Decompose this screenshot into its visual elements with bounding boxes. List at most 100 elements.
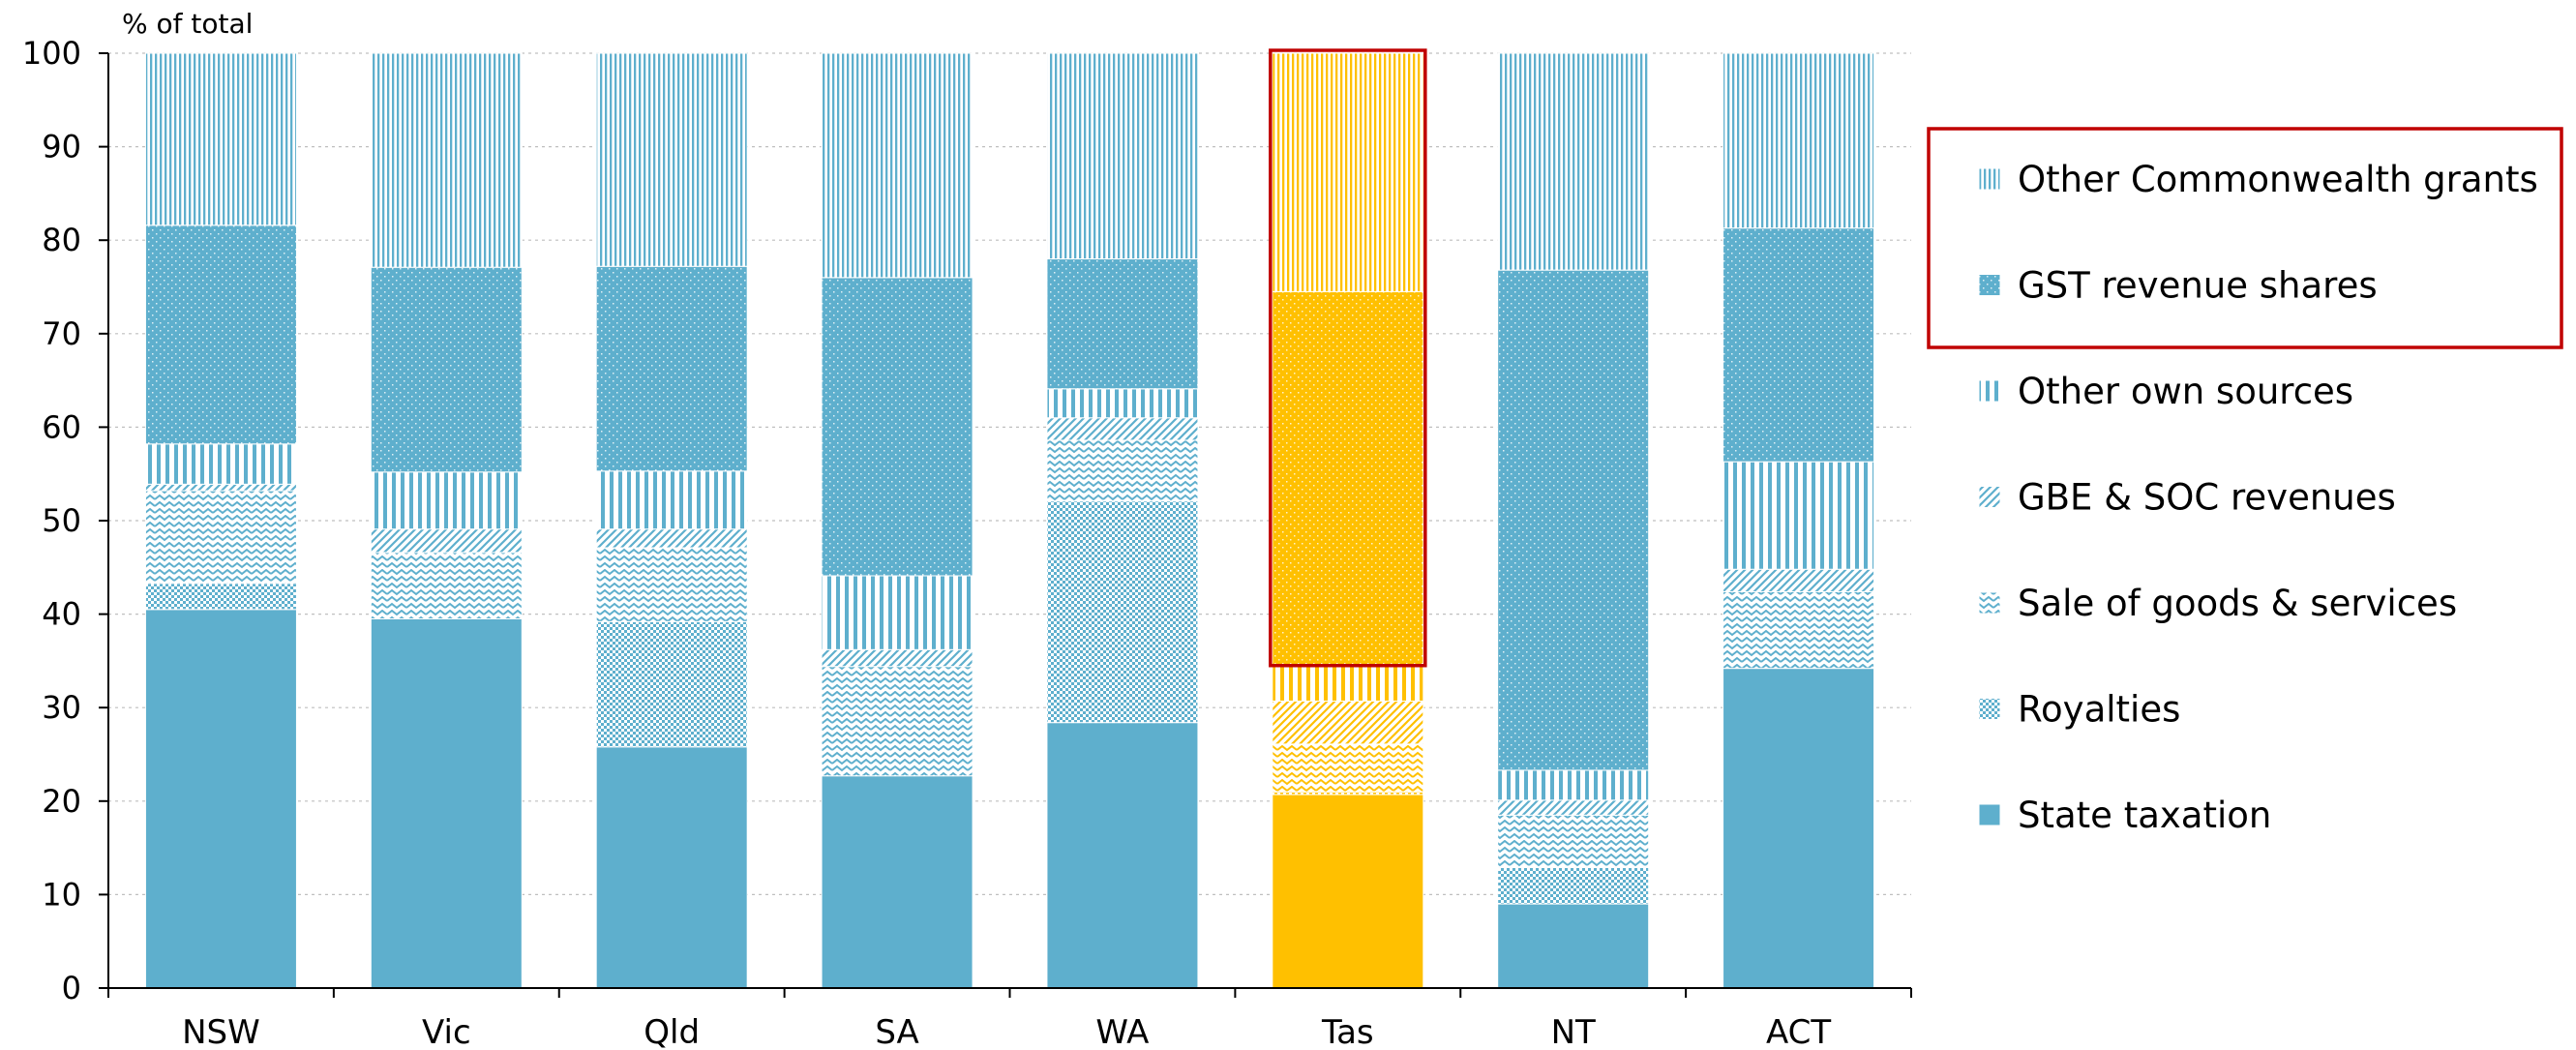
legend-item-gbe-and-soc-revenues: GBE & SOC revenues: [1978, 477, 2396, 519]
bar-wa-gst-revenue-shares: [1046, 258, 1199, 390]
y-tick-label-30: 30: [42, 689, 81, 726]
x-label-wa: WA: [1095, 1013, 1149, 1050]
x-label-qld: Qld: [644, 1013, 700, 1050]
bar-nt-gst-revenue-shares: [1497, 269, 1650, 771]
bar-vic-other-own-sources: [370, 471, 523, 530]
y-tick-label-100: 100: [22, 35, 81, 72]
bar-act-gbe-and-soc-revenues: [1722, 568, 1875, 592]
bar-stack-vic: [370, 52, 523, 989]
bar-nsw-gst-revenue-shares: [144, 225, 297, 445]
bar-wa-gbe-and-soc-revenues: [1046, 417, 1199, 441]
bar-act-state-taxation: [1722, 668, 1875, 989]
bar-qld-gbe-and-soc-revenues: [595, 528, 748, 549]
x-label-nsw: NSW: [182, 1013, 260, 1050]
bar-nt-other-commonwealth-grants: [1497, 52, 1650, 271]
bar-nt-gbe-and-soc-revenues: [1497, 799, 1650, 816]
x-label-vic: Vic: [422, 1013, 471, 1050]
bar-act-gst-revenue-shares: [1722, 227, 1875, 463]
bar-sa-state-taxation: [821, 775, 973, 989]
bar-tas-gst-revenue-shares: [1272, 290, 1424, 667]
y-tick-label-0: 0: [62, 970, 81, 1006]
bar-wa-royalties: [1046, 500, 1199, 724]
legend-swatch-state-taxation: [1978, 803, 2001, 826]
bar-stack-act: [1722, 52, 1875, 989]
x-label-nt: NT: [1551, 1013, 1596, 1050]
bar-wa-other-commonwealth-grants: [1046, 52, 1199, 260]
bar-nsw-sale-of-goods-and-services: [144, 490, 297, 585]
bar-stack-nsw: [144, 52, 297, 989]
y-tick-label-90: 90: [42, 129, 81, 165]
legend-label-royalties: Royalties: [2018, 689, 2180, 731]
x-label-act: ACT: [1766, 1013, 1831, 1050]
legend-item-gst-revenue-shares: GST revenue shares: [1978, 265, 2378, 307]
bar-vic-gbe-and-soc-revenues: [370, 528, 523, 554]
bar-nsw-other-own-sources: [144, 443, 297, 485]
axes: 0 10 20 30 40 50 60 70 80 90 100 NSW Vic Qld SA WA Tas NT…: [22, 35, 1912, 1050]
bar-vic-sale-of-goods-and-services: [370, 552, 523, 619]
legend-swatch-gbe-and-soc-revenues: [1978, 486, 2001, 508]
bar-qld-other-commonwealth-grants: [595, 52, 748, 267]
legend-label-gbe-and-soc-revenues: GBE & SOC revenues: [2018, 477, 2396, 519]
bar-nsw-gbe-and-soc-revenues: [144, 483, 297, 492]
bar-vic-other-commonwealth-grants: [370, 52, 523, 268]
legend-label-other-own-sources: Other own sources: [2018, 371, 2353, 412]
legend-swatch-sale-of-goods-and-services: [1978, 591, 2001, 615]
bar-tas-gbe-and-soc-revenues: [1272, 700, 1424, 745]
legend-item-other-commonwealth-grants: Other Commonwealth grants: [1978, 159, 2538, 200]
bar-nsw-other-commonwealth-grants: [144, 52, 297, 226]
bar-nt-other-own-sources: [1497, 769, 1650, 801]
bar-wa-state-taxation: [1046, 722, 1199, 989]
legend-item-state-taxation: State taxation: [1978, 795, 2271, 836]
bar-tas-other-commonwealth-grants: [1272, 52, 1424, 292]
legend-swatch-gst-revenue-shares: [1978, 274, 2001, 296]
legend-label-state-taxation: State taxation: [2018, 795, 2271, 836]
y-tick-label-80: 80: [42, 222, 81, 258]
highlight-box-tas: [1269, 48, 1427, 668]
bar-wa-other-own-sources: [1046, 388, 1199, 419]
bar-sa-gbe-and-soc-revenues: [821, 648, 973, 668]
legend-label-sale-of-goods-and-services: Sale of goods & services: [2018, 583, 2457, 624]
bar-stack-qld: [595, 52, 748, 989]
y-tick-label-40: 40: [42, 596, 81, 633]
bar-qld-other-own-sources: [595, 470, 748, 530]
bar-tas-sale-of-goods-and-services: [1272, 743, 1424, 793]
bar-qld-gst-revenue-shares: [595, 265, 748, 472]
bar-sa-sale-of-goods-and-services: [821, 666, 973, 777]
bar-qld-state-taxation: [595, 746, 748, 989]
bar-act-other-own-sources: [1722, 461, 1875, 570]
bar-nsw-state-taxation: [144, 609, 297, 989]
y-tick-label-10: 10: [42, 876, 81, 913]
legend: Other Commonwealth grants GST revenue sha…: [1978, 159, 2538, 836]
x-label-sa: SA: [875, 1013, 918, 1050]
bar-qld-royalties: [595, 620, 748, 748]
bar-sa-gst-revenue-shares: [821, 277, 973, 577]
bar-wa-sale-of-goods-and-services: [1046, 439, 1199, 502]
legend-item-sale-of-goods-and-services: Sale of goods & services: [1978, 583, 2457, 624]
x-label-tas: Tas: [1321, 1013, 1374, 1050]
bar-sa-other-own-sources: [821, 575, 973, 650]
bar-vic-state-taxation: [370, 617, 523, 989]
legend-swatch-other-own-sources: [1978, 379, 2001, 403]
bar-stack-wa: [1046, 52, 1199, 989]
legend-item-royalties: Royalties: [1978, 689, 2180, 731]
legend-item-other-own-sources: Other own sources: [1978, 371, 2353, 412]
y-tick-label-50: 50: [42, 502, 81, 539]
bar-nsw-royalties: [144, 583, 297, 611]
bars: [144, 52, 1875, 989]
bar-sa-other-commonwealth-grants: [821, 52, 973, 279]
y-tick-label-60: 60: [42, 408, 81, 445]
bar-nt-royalties: [1497, 866, 1650, 905]
legend-swatch-other-commonwealth-grants: [1978, 167, 2001, 191]
bar-stack-nt: [1497, 52, 1650, 989]
bar-nt-sale-of-goods-and-services: [1497, 814, 1650, 868]
bar-nt-state-taxation: [1497, 903, 1650, 989]
y-tick-label-20: 20: [42, 783, 81, 820]
bar-stack-sa: [821, 52, 973, 989]
bar-act-sale-of-goods-and-services: [1722, 590, 1875, 670]
bar-tas-state-taxation: [1272, 794, 1424, 989]
bar-act-other-commonwealth-grants: [1722, 52, 1875, 229]
legend-label-other-commonwealth-grants: Other Commonwealth grants: [2018, 159, 2538, 200]
legend-swatch-royalties: [1978, 698, 2001, 720]
legend-highlight-box: [1927, 127, 2563, 349]
